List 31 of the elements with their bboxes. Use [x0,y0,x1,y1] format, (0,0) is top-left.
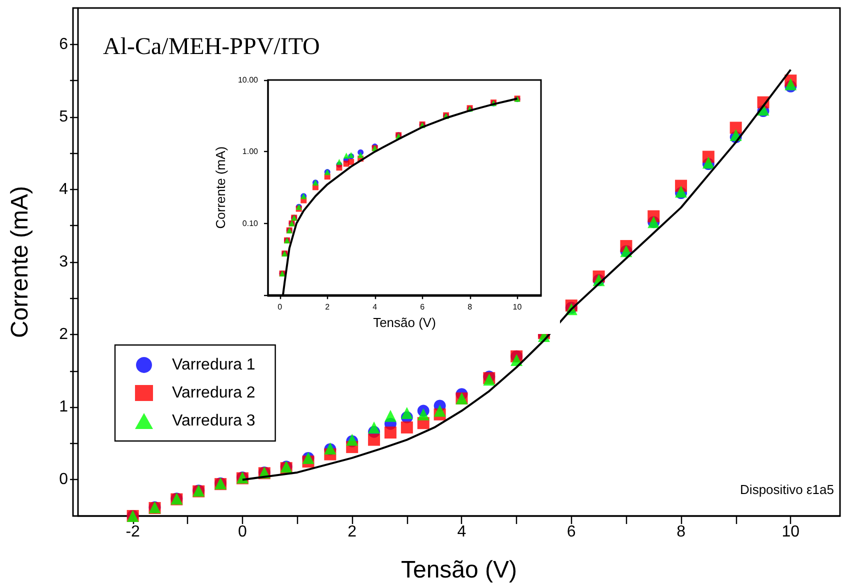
y-axis-title: Corrente (mA) [6,186,34,338]
x-tick-label: 4 [457,524,466,540]
y-tick-label: 3 [59,254,68,270]
x-tick-label: 2 [348,524,357,540]
x-tick-label: 10 [782,524,800,540]
legend-label: Varredura 2 [172,384,256,402]
y-tick-label: 0.10 [242,218,259,228]
y-tick-label: 4 [59,180,68,198]
y-tick-label: 2 [59,326,68,344]
legend-label: Varredura 1 [172,356,256,374]
y-axis-title: Corrente (mA) [213,146,228,229]
y-tick-label: 1.00 [242,147,259,156]
y-tick-label: 10.00 [238,76,259,84]
x-axis-title: Tensão (V) [373,315,436,330]
x-tick-label: 2 [325,302,330,312]
x-axis-title: Tensão (V) [400,556,518,584]
annotation: Dispositivo ε1a5 [740,482,834,497]
x-tick-label: 8 [676,524,686,540]
x-tick-label: 6 [566,524,576,540]
x-tick-label: 6 [420,302,426,312]
x-tick-label: -2 [126,524,140,540]
y-tick-label: 1 [59,398,68,416]
legend-label: Varredura 3 [172,412,256,430]
x-tick-label: 4 [372,302,378,312]
x-tick-label: 0 [278,302,283,312]
x-tick-label: 10 [512,302,522,312]
text: Al-Ca/MEH-PPV/ITO [103,34,320,60]
y-tick-label: 6 [59,36,68,53]
x-tick-label: 8 [468,302,473,312]
y-tick-label: 0 [59,471,68,488]
y-tick-label: 5 [59,108,68,126]
